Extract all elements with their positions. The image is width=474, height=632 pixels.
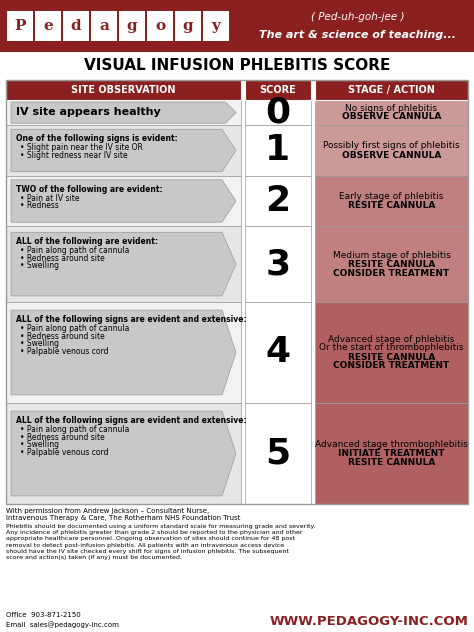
Bar bbox=[119, 11, 145, 41]
Bar bbox=[315, 302, 468, 403]
Text: • Swelling: • Swelling bbox=[20, 440, 59, 449]
Bar bbox=[245, 80, 311, 100]
Text: Medium stage of phlebitis: Medium stage of phlebitis bbox=[333, 251, 450, 260]
Text: g: g bbox=[182, 19, 193, 33]
Text: OBSERVE CANNULA: OBSERVE CANNULA bbox=[342, 112, 441, 121]
Text: P: P bbox=[14, 19, 26, 33]
Text: SITE OBSERVATION: SITE OBSERVATION bbox=[71, 85, 176, 95]
Text: Early stage of phlebitis: Early stage of phlebitis bbox=[339, 192, 444, 201]
Text: IV site appears healthy: IV site appears healthy bbox=[16, 107, 161, 117]
Text: Or the start of thrombophlebitis: Or the start of thrombophlebitis bbox=[319, 344, 464, 353]
Bar bbox=[0, 0, 474, 52]
Text: Possibly first signs of phlebitis: Possibly first signs of phlebitis bbox=[323, 142, 460, 150]
Text: RESITE CANNULA: RESITE CANNULA bbox=[348, 353, 435, 362]
Bar bbox=[175, 11, 201, 41]
Text: CONSIDER TREATMENT: CONSIDER TREATMENT bbox=[333, 269, 450, 277]
Text: y: y bbox=[211, 19, 220, 33]
Text: d: d bbox=[71, 19, 82, 33]
Text: 1: 1 bbox=[265, 133, 291, 167]
Text: • Slight pain near the IV site OR: • Slight pain near the IV site OR bbox=[20, 143, 143, 152]
Bar bbox=[147, 11, 173, 41]
Bar bbox=[6, 403, 241, 504]
Bar bbox=[203, 11, 229, 41]
Polygon shape bbox=[11, 310, 236, 395]
Text: • Redness: • Redness bbox=[20, 201, 59, 210]
Text: Advanced stage thrombophlebitis: Advanced stage thrombophlebitis bbox=[315, 440, 468, 449]
Bar bbox=[63, 11, 89, 41]
Text: • Redness around site: • Redness around site bbox=[20, 332, 105, 341]
Text: The art & science of teaching...: The art & science of teaching... bbox=[259, 30, 456, 40]
Text: With permission from Andrew Jackson – Consultant Nurse,: With permission from Andrew Jackson – Co… bbox=[6, 508, 209, 514]
Bar bbox=[6, 125, 241, 176]
Text: ALL of the following signs are evident and extensive:: ALL of the following signs are evident a… bbox=[16, 315, 246, 324]
Text: ALL of the following signs are evident and extensive:: ALL of the following signs are evident a… bbox=[16, 416, 246, 425]
Text: SCORE: SCORE bbox=[260, 85, 296, 95]
Polygon shape bbox=[11, 411, 236, 496]
Bar bbox=[315, 403, 468, 504]
Text: • Slight redness near IV site: • Slight redness near IV site bbox=[20, 151, 128, 160]
Text: o: o bbox=[155, 19, 165, 33]
Text: 0: 0 bbox=[265, 95, 291, 130]
Text: INITIATE TREATMENT: INITIATE TREATMENT bbox=[338, 449, 445, 458]
Text: e: e bbox=[43, 19, 53, 33]
Text: • Pain along path of cannula: • Pain along path of cannula bbox=[20, 425, 129, 434]
Bar bbox=[91, 11, 117, 41]
Bar bbox=[315, 100, 468, 125]
Text: • Pain along path of cannula: • Pain along path of cannula bbox=[20, 324, 129, 333]
Text: • Redness around site: • Redness around site bbox=[20, 432, 105, 442]
Text: • Swelling: • Swelling bbox=[20, 339, 59, 348]
Bar bbox=[245, 302, 311, 403]
Polygon shape bbox=[11, 179, 236, 222]
Bar bbox=[35, 11, 61, 41]
Text: • Pain along path of cannula: • Pain along path of cannula bbox=[20, 246, 129, 255]
Bar bbox=[6, 176, 241, 226]
Bar bbox=[6, 302, 241, 403]
Text: OBSERVE CANNULA: OBSERVE CANNULA bbox=[342, 150, 441, 159]
Bar bbox=[6, 100, 241, 125]
Bar bbox=[6, 226, 241, 302]
Text: No signs of phlebitis: No signs of phlebitis bbox=[346, 104, 438, 113]
Text: 3: 3 bbox=[265, 247, 291, 281]
Bar bbox=[315, 80, 468, 100]
Bar bbox=[7, 11, 33, 41]
Bar bbox=[315, 226, 468, 302]
Bar bbox=[6, 80, 468, 504]
Bar bbox=[315, 125, 468, 176]
Bar bbox=[245, 403, 311, 504]
Text: • Swelling: • Swelling bbox=[20, 261, 59, 270]
Text: Phlebitis should be documented using a uniform standard scale for measuring grad: Phlebitis should be documented using a u… bbox=[6, 524, 315, 560]
Bar bbox=[245, 125, 311, 176]
Text: a: a bbox=[99, 19, 109, 33]
Text: • Palpable venous cord: • Palpable venous cord bbox=[20, 447, 109, 456]
Text: 2: 2 bbox=[265, 184, 291, 218]
Text: RESITE CANNULA: RESITE CANNULA bbox=[348, 260, 435, 269]
Text: • Palpable venous cord: • Palpable venous cord bbox=[20, 346, 109, 356]
Text: 4: 4 bbox=[265, 336, 291, 370]
Text: RESITE CANNULA: RESITE CANNULA bbox=[348, 201, 435, 210]
Text: WWW.PEDAGOGY-INC.COM: WWW.PEDAGOGY-INC.COM bbox=[269, 615, 468, 628]
Text: RESITE CANNULA: RESITE CANNULA bbox=[348, 458, 435, 467]
Text: VISUAL INFUSION PHLEBITIS SCORE: VISUAL INFUSION PHLEBITIS SCORE bbox=[84, 59, 390, 73]
Text: Advanced stage of phlebitis: Advanced stage of phlebitis bbox=[328, 334, 455, 344]
Text: g: g bbox=[127, 19, 137, 33]
Text: • Redness around site: • Redness around site bbox=[20, 254, 105, 263]
Bar bbox=[6, 80, 241, 100]
Bar bbox=[245, 226, 311, 302]
Text: ( Ped-uh-goh-jee ): ( Ped-uh-goh-jee ) bbox=[311, 12, 404, 22]
Polygon shape bbox=[11, 233, 236, 296]
Text: STAGE / ACTION: STAGE / ACTION bbox=[348, 85, 435, 95]
Bar bbox=[245, 100, 311, 125]
Text: TWO of the following are evident:: TWO of the following are evident: bbox=[16, 185, 163, 194]
Polygon shape bbox=[11, 130, 236, 172]
Text: • Pain at IV site: • Pain at IV site bbox=[20, 194, 80, 203]
Bar bbox=[315, 176, 468, 226]
Text: Intravenous Therapy & Care, The Rotherham NHS Foundation Trust: Intravenous Therapy & Care, The Rotherha… bbox=[6, 515, 240, 521]
Text: Office  903-871-2150
Email  sales@pedagogy-inc.com: Office 903-871-2150 Email sales@pedagogy… bbox=[6, 612, 119, 628]
Text: One of the following signs is evident:: One of the following signs is evident: bbox=[16, 134, 178, 143]
Text: 5: 5 bbox=[265, 437, 291, 470]
Text: CONSIDER TREATMENT: CONSIDER TREATMENT bbox=[333, 362, 450, 370]
Bar bbox=[245, 176, 311, 226]
Polygon shape bbox=[11, 102, 236, 123]
Text: ALL of the following are evident:: ALL of the following are evident: bbox=[16, 237, 158, 246]
